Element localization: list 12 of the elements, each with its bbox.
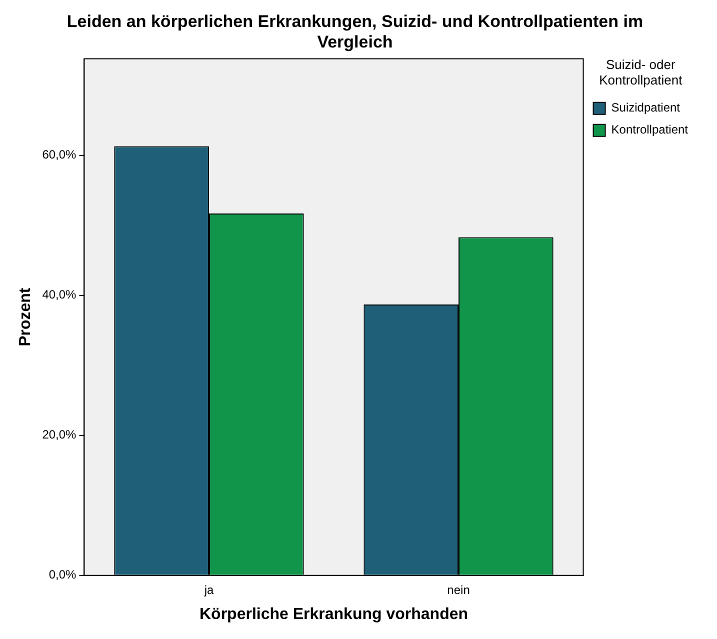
- x-axis-title: Körperliche Erkrankung vorhanden: [199, 606, 468, 623]
- chart-title: Leiden an körperlichen Erkrankungen, Suizid- und Kontrollpatienten im Vergleich: [66, 12, 644, 52]
- y-tick-label: 60,0%: [42, 148, 77, 162]
- legend-label: Suizidpatient: [611, 100, 681, 115]
- legend-label: Kontrollpatient: [611, 122, 689, 137]
- y-tick-label: 0,0%: [48, 568, 77, 582]
- legend-title: Suizid- oder Kontrollpatient: [599, 56, 683, 88]
- y-axis-title: Prozent: [17, 287, 34, 346]
- y-tick-label: 20,0%: [42, 428, 77, 442]
- y-tick-label: 40,0%: [42, 288, 77, 302]
- x-tick-label: nein: [447, 582, 470, 597]
- x-tick-label: ja: [203, 582, 214, 597]
